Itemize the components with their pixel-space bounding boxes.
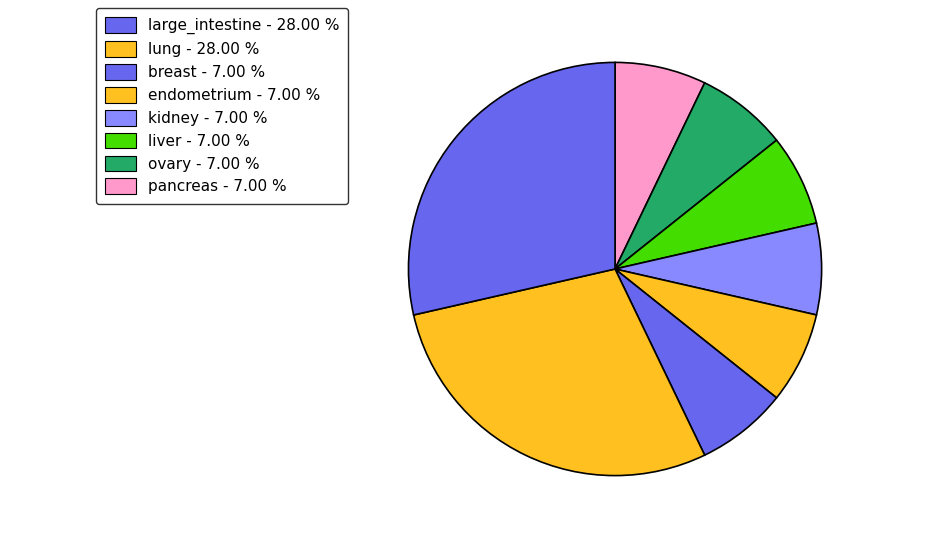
Wedge shape — [408, 62, 615, 315]
Wedge shape — [615, 62, 704, 269]
Wedge shape — [414, 269, 704, 476]
Wedge shape — [615, 140, 816, 269]
Wedge shape — [615, 269, 777, 455]
Wedge shape — [615, 223, 822, 315]
Wedge shape — [615, 83, 777, 269]
Wedge shape — [615, 269, 816, 398]
Legend: large_intestine - 28.00 %, lung - 28.00 %, breast - 7.00 %, endometrium - 7.00 %: large_intestine - 28.00 %, lung - 28.00 … — [96, 8, 348, 203]
